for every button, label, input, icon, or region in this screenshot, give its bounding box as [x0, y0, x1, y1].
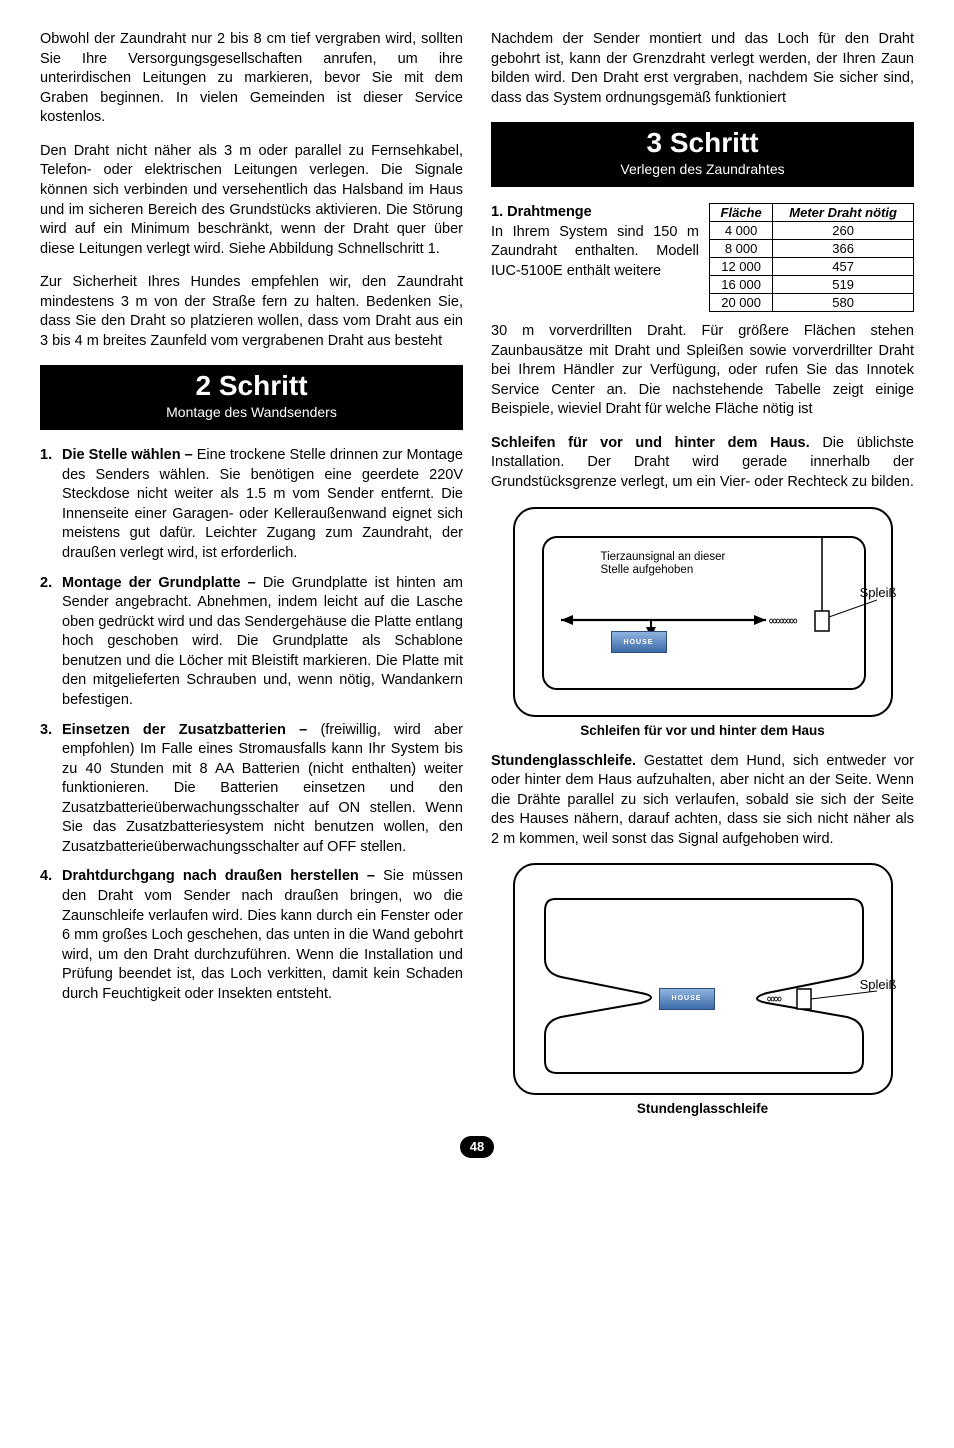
page-number: 48 — [460, 1136, 494, 1158]
drahtmenge-text: In Ihrem System sind 150 m Zaundraht ent… — [491, 224, 699, 279]
step2-title: 2 Schritt — [48, 371, 455, 402]
left-column: Obwohl der Zaundraht nur 2 bis 8 cm tief… — [40, 30, 463, 1130]
table-cell: 457 — [773, 258, 914, 276]
page-footer: 48 — [40, 1136, 914, 1158]
list-num: 1. — [40, 446, 62, 563]
table-cell: 16 000 — [710, 276, 773, 294]
table-cell: 519 — [773, 276, 914, 294]
splice-label: Spleiß — [860, 585, 897, 600]
fig1-caption: Schleifen für vor und hinter dem Haus — [491, 723, 914, 738]
step2-banner: 2 Schritt Montage des Wandsenders — [40, 365, 463, 430]
right-para-4: Stundenglasschleife. Gestattet dem Hund,… — [491, 752, 914, 850]
table-head: Meter Draht nötig — [773, 204, 914, 222]
list-body: Eine trockene Stelle drinnen zur Montage… — [62, 447, 463, 561]
list-item: 4. Drahtdurchgang nach draußen herstelle… — [40, 867, 463, 1004]
table-cell: 8 000 — [710, 240, 773, 258]
list-lead: Einsetzen der Zusatzbatterien – — [62, 722, 307, 738]
p3-lead: Schleifen für vor und hinter dem Haus. — [491, 435, 810, 451]
p4-lead: Stundenglasschleife. — [491, 753, 636, 769]
fig2-caption: Stundenglasschleife — [491, 1101, 914, 1116]
table-cell: 260 — [773, 222, 914, 240]
step2-list: 1. Die Stelle wählen – Eine trockene Ste… — [40, 446, 463, 1004]
right-para-2: 30 m vorverdrillten Draht. Für größere F… — [491, 322, 914, 420]
list-item: 2. Montage der Grundplatte – Die Grundpl… — [40, 574, 463, 711]
table-cell: 580 — [773, 294, 914, 312]
right-para-1: Nachdem der Sender montiert und das Loch… — [491, 30, 914, 108]
drahtmenge-heading: 1. Drahtmenge — [491, 203, 699, 223]
house-icon: HOUSE — [611, 631, 667, 654]
right-column: Nachdem der Sender montiert und das Loch… — [491, 30, 914, 1130]
fig1-note: Tierzaunsignal an dieser Stelle aufgehob… — [601, 551, 726, 579]
splice-label: Spleiß — [860, 977, 897, 992]
svg-text:∞∞: ∞∞ — [767, 992, 782, 1007]
step3-title: 3 Schritt — [499, 128, 906, 159]
list-lead: Drahtdurchgang nach draußen herstellen – — [62, 868, 375, 884]
list-item: 1. Die Stelle wählen – Eine trockene Ste… — [40, 446, 463, 563]
table-head: Fläche — [710, 204, 773, 222]
table-cell: 366 — [773, 240, 914, 258]
list-lead: Montage der Grundplatte – — [62, 575, 256, 591]
list-item: 3. Einsetzen der Zusatzbatterien – (frei… — [40, 721, 463, 858]
step2-subtitle: Montage des Wandsenders — [48, 404, 455, 420]
figure-hourglass: ∞∞ HOUSE Spleiß — [513, 863, 893, 1095]
list-body: Sie müssen den Draht vom Sender nach dra… — [62, 868, 463, 1001]
list-num: 3. — [40, 721, 62, 858]
house-icon: HOUSE — [659, 987, 715, 1010]
right-para-3: Schleifen für vor und hinter dem Haus. D… — [491, 434, 914, 493]
left-para-3: Zur Sicherheit Ihres Hundes empfehlen wi… — [40, 273, 463, 351]
step3-subtitle: Verlegen des Zaundrahtes — [499, 161, 906, 177]
list-lead: Die Stelle wählen – — [62, 447, 193, 463]
figure-loop: ∞∞∞∞ Tierzaunsignal an dieser Stelle auf… — [513, 507, 893, 717]
step3-banner: 3 Schritt Verlegen des Zaundrahtes — [491, 122, 914, 187]
hourglass-diagram: ∞∞ — [531, 881, 877, 1081]
table-cell: 4 000 — [710, 222, 773, 240]
table-cell: 20 000 — [710, 294, 773, 312]
list-body: Die Grundplatte ist hinten am Sender ang… — [62, 575, 463, 708]
left-para-2: Den Draht nicht näher als 3 m oder paral… — [40, 142, 463, 259]
drahtmenge-row: 1. Drahtmenge In Ihrem System sind 150 m… — [491, 203, 914, 312]
table-cell: 12 000 — [710, 258, 773, 276]
svg-text:∞∞∞∞: ∞∞∞∞ — [769, 614, 797, 629]
wire-table: Fläche Meter Draht nötig 4 000260 8 0003… — [709, 203, 914, 312]
list-num: 4. — [40, 867, 62, 1004]
left-para-1: Obwohl der Zaundraht nur 2 bis 8 cm tief… — [40, 30, 463, 128]
list-num: 2. — [40, 574, 62, 711]
list-body: (freiwillig, wird aber empfohlen) Im Fal… — [62, 722, 463, 855]
